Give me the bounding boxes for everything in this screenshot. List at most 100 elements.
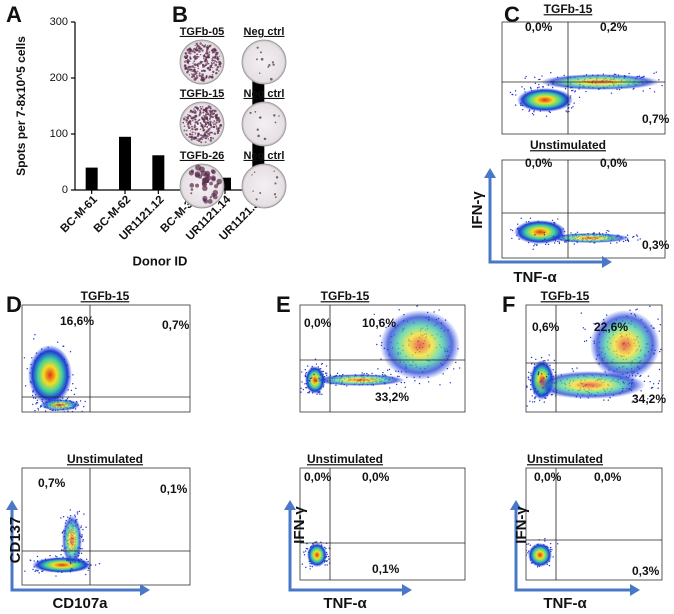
spot [200,141,203,144]
event [635,309,637,311]
spot [188,135,191,139]
spot [206,62,209,65]
event [534,387,537,390]
spot [199,42,202,45]
spot [216,57,220,61]
quadrant-percent: 0,7% [38,476,66,490]
event [439,384,441,386]
well-label: Neg ctrl [244,150,285,162]
event [529,544,532,546]
spot [253,171,256,173]
event [576,367,578,369]
spot [194,106,197,108]
spot [187,121,190,123]
quadrant-percent: 0,7% [642,112,670,126]
quadrant-percent: 0,0% [304,316,332,330]
event [36,555,39,558]
event [313,373,315,376]
spot [190,192,193,195]
spot [195,183,200,188]
event [662,306,663,307]
spot [187,60,189,63]
plot-frame [525,467,663,581]
y-axis-label: IFN-γ [469,191,486,229]
panel-label: A [6,2,22,27]
quadrant-percent: 0,6% [532,320,560,334]
well-label: Neg ctrl [244,26,285,38]
event [69,569,72,572]
spot [186,117,190,120]
event [300,391,302,393]
event [652,383,655,385]
event [643,380,646,383]
event [70,389,73,392]
event [530,87,532,90]
event [32,397,35,399]
event [55,575,57,577]
event [522,108,524,111]
event [548,354,550,356]
event [634,395,636,397]
event [72,383,74,385]
event [35,403,37,405]
bar [152,155,165,190]
spot [183,129,186,132]
spot [213,47,216,50]
x-axis-label: Donor ID [133,253,188,268]
spot [206,52,209,55]
spot [214,55,217,58]
event [568,110,570,113]
spot [192,116,195,120]
event [378,319,380,322]
event [584,328,586,331]
spot [193,66,196,69]
spot [209,116,212,119]
spot [194,128,197,131]
event [327,555,330,558]
flow-plot: TGFb-15 0,0% 10,6% 33,2% [299,289,466,413]
event [659,323,662,326]
event [320,363,323,366]
spot [213,109,217,113]
quadrant-percent: 0,0% [525,20,553,34]
spot [209,66,212,69]
spot [201,79,205,82]
arrow-head [510,500,522,510]
event [524,77,526,79]
spot [202,127,205,130]
spot [206,60,209,63]
event [549,546,552,549]
quadrant-percent: 0,0% [362,470,390,484]
event [62,516,65,518]
spot [185,71,189,74]
spot [209,44,212,48]
event [407,301,408,302]
event [82,528,84,531]
event [82,540,84,542]
event [626,234,629,236]
spot [273,193,277,196]
spot [194,44,196,47]
density [301,541,331,570]
event [23,357,26,359]
spot [198,72,201,75]
event [321,393,323,395]
event [309,568,311,570]
spot [213,120,216,123]
event [382,371,384,374]
spot [196,47,198,49]
spot [192,62,194,64]
spot [195,132,197,134]
spot [185,133,187,135]
spot [211,66,214,69]
event [647,398,649,400]
arrow-head [402,584,412,596]
event [404,386,406,389]
spot [195,48,197,50]
event [630,383,633,385]
spot [182,117,186,121]
spot [207,107,210,109]
event [523,88,526,90]
quadrant-percent: 0,3% [632,564,660,578]
event [423,301,424,302]
